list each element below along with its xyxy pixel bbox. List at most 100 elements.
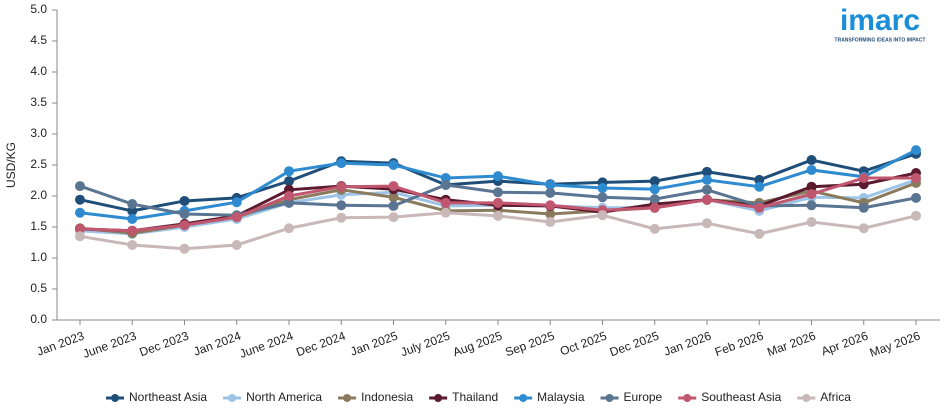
x-tick-label: Sep 2025 — [503, 329, 556, 360]
data-point — [806, 200, 817, 211]
data-point — [702, 184, 712, 195]
y-tick-label: 2.0 — [30, 188, 47, 202]
legend-marker — [343, 394, 352, 402]
data-point — [806, 189, 817, 200]
x-tick-label: Dec 2025 — [608, 329, 661, 360]
data-point — [911, 210, 921, 221]
data-point — [127, 239, 138, 250]
data-point — [806, 181, 817, 192]
legend-marker — [111, 394, 120, 402]
data-point — [284, 176, 294, 187]
data-point — [493, 210, 503, 221]
data-point — [231, 239, 242, 250]
legend-item: Indonesia — [338, 390, 413, 404]
legend-label: Northeast Asia — [129, 390, 207, 404]
data-point — [440, 179, 451, 190]
data-point — [649, 184, 660, 195]
y-tick-label: 2.5 — [30, 157, 47, 171]
data-point — [597, 192, 608, 203]
y-tick-label: 0.0 — [30, 312, 47, 326]
data-point — [179, 208, 190, 219]
legend-label: Thailand — [452, 390, 498, 404]
legend-item: Europe — [600, 390, 663, 404]
data-point — [545, 208, 556, 219]
data-point — [388, 200, 399, 211]
data-point — [545, 200, 556, 211]
legend: Northeast Asia North America Indonesia Thai… — [106, 390, 851, 404]
data-point — [127, 225, 138, 236]
y-tick-label: 3.5 — [30, 95, 47, 109]
data-point — [493, 197, 503, 208]
legend-marker — [519, 394, 528, 402]
data-point — [440, 197, 451, 208]
data-point — [336, 181, 347, 192]
legend-label: Africa — [820, 390, 851, 404]
x-tick-label: Oct 2025 — [558, 329, 609, 359]
data-point — [75, 231, 85, 242]
data-point — [702, 194, 712, 205]
data-point — [597, 182, 608, 193]
y-tick-label: 1.5 — [30, 219, 47, 233]
brand-name: imarc — [840, 4, 920, 37]
data-point — [493, 171, 503, 182]
data-point — [702, 218, 712, 229]
x-tick-label: June 2024 — [238, 329, 296, 361]
data-point — [440, 207, 451, 218]
legend-item: Thailand — [429, 390, 498, 404]
legend-marker — [434, 394, 443, 402]
data-point — [754, 228, 765, 239]
legend-label: Indonesia — [361, 390, 413, 404]
data-point — [388, 212, 399, 223]
data-point — [388, 192, 399, 203]
x-tick-label: Feb 2026 — [713, 329, 766, 360]
data-point — [545, 187, 556, 198]
data-point — [649, 202, 660, 213]
data-point — [388, 160, 399, 170]
data-point — [231, 212, 242, 223]
data-point — [754, 181, 765, 192]
legend-item: Malaysia — [514, 390, 585, 404]
data-point — [75, 181, 85, 192]
data-point — [493, 187, 503, 198]
legend-label: Malaysia — [537, 390, 585, 404]
data-point — [649, 194, 660, 205]
data-point — [545, 217, 556, 228]
data-point — [858, 202, 869, 213]
data-point — [127, 199, 138, 210]
x-tick-label: Jan 2024 — [192, 329, 243, 359]
y-tick-label: 4.0 — [30, 64, 47, 78]
legend-label: Southeast Asia — [701, 390, 781, 404]
data-point — [284, 166, 294, 177]
data-point — [806, 155, 817, 166]
data-point — [649, 176, 660, 187]
data-point — [911, 192, 921, 203]
x-tick-label: Jan 2026 — [662, 329, 713, 359]
data-point — [127, 213, 138, 224]
data-point — [806, 164, 817, 175]
data-point — [858, 223, 869, 234]
data-point — [284, 223, 294, 234]
data-point — [702, 174, 712, 185]
data-point — [75, 207, 85, 218]
data-point — [702, 166, 712, 177]
legend-item: Africa — [797, 390, 851, 404]
data-point — [336, 212, 347, 223]
x-tick-label: June 2023 — [81, 329, 139, 361]
y-tick-label: 0.5 — [30, 281, 47, 295]
data-point — [388, 181, 399, 192]
data-point — [806, 217, 817, 228]
y-tick-label: 5.0 — [30, 2, 47, 16]
x-tick-label: July 2025 — [399, 329, 452, 360]
data-point — [336, 200, 347, 211]
data-point — [911, 173, 921, 184]
x-tick-label: Jan 2023 — [35, 329, 86, 359]
x-tick-label: Apr 2026 — [819, 329, 870, 359]
legend-label: North America — [246, 390, 322, 404]
data-point — [231, 197, 242, 208]
data-point — [545, 179, 556, 190]
data-point — [179, 243, 190, 254]
data-point — [858, 173, 869, 184]
brand-tagline: TRANSFORMING IDEAS INTO IMPACT — [835, 37, 926, 43]
data-point — [179, 220, 190, 231]
